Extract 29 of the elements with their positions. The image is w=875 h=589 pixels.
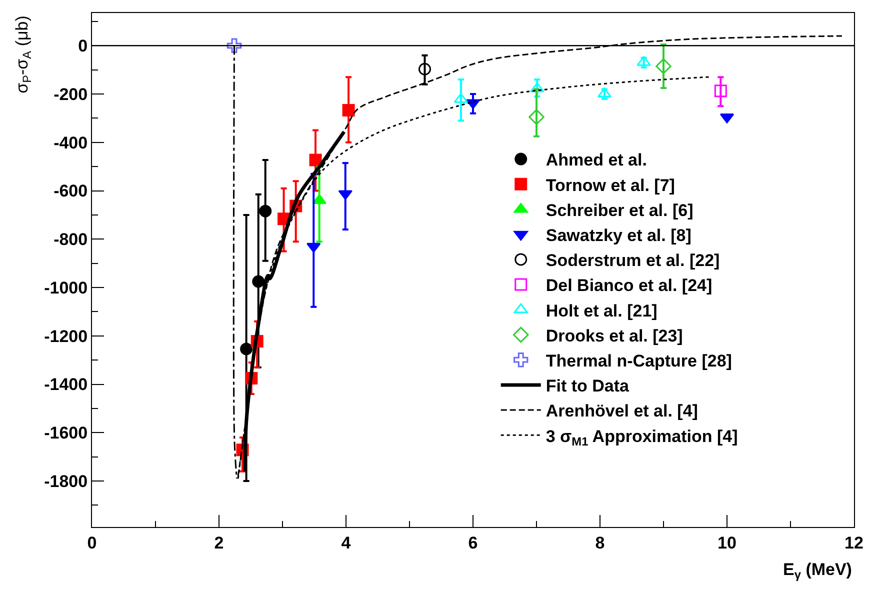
- x-axis-title: E$_{γ}$ (MeV): [783, 560, 852, 582]
- y-tick-label: -1600: [44, 424, 88, 443]
- y-tick-label: -600: [54, 182, 88, 201]
- y-tick-label: -800: [54, 230, 88, 250]
- legend-label: Schreiber et al. [6]: [546, 200, 694, 220]
- y-tick-label: -200: [54, 84, 88, 104]
- legend-label: Tornow et al. [7]: [546, 176, 675, 195]
- y-tick-label: -400: [54, 133, 88, 152]
- y-tick-label: -1400: [44, 375, 88, 394]
- legend-label: Holt et al. [21]: [546, 301, 658, 320]
- y-tick-label: 0: [78, 36, 88, 56]
- x-tick-label: 10: [718, 533, 736, 552]
- y-tick-label: -1000: [44, 278, 88, 298]
- legend-label: Drooks et al. [23]: [546, 326, 683, 346]
- legend-label: Soderstrum et al. [22]: [546, 251, 720, 270]
- y-tick-label: -1800: [44, 472, 88, 491]
- x-tick-label: 4: [341, 533, 352, 552]
- y-tick-label: -1200: [44, 326, 88, 346]
- legend-label: Ahmed et al.: [546, 150, 647, 170]
- x-tick-label: 8: [595, 533, 605, 552]
- legend-label: Arenhövel et al. [4]: [546, 402, 698, 421]
- legend-label: Del Bianco et al. [24]: [546, 276, 712, 296]
- x-tick-label: 6: [468, 533, 478, 552]
- legend-label: Fit to Data: [546, 376, 630, 396]
- x-tick-label: 12: [844, 533, 864, 552]
- legend-label: Thermal n-Capture [28]: [546, 351, 732, 370]
- x-tick-label: 2: [214, 533, 224, 552]
- legend-label: Sawatzky et al. [8]: [546, 226, 692, 245]
- legend-label: 3 σ$_{M1}$ Approximation [4]: [546, 426, 738, 448]
